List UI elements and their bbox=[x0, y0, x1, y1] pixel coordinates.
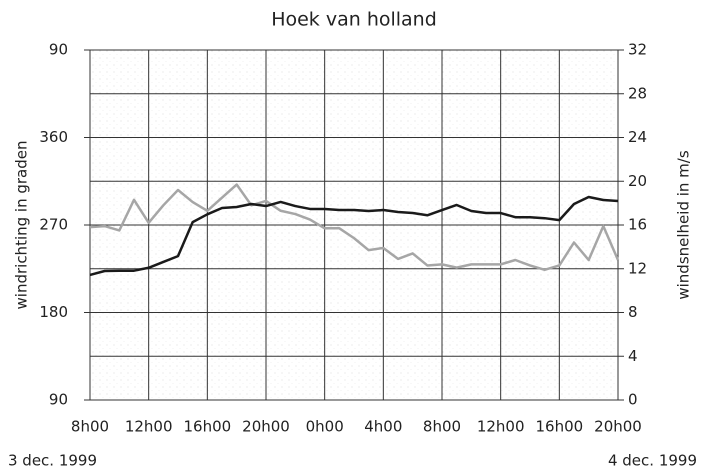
x-tick-label: 4h00 bbox=[364, 418, 402, 436]
x-tick-label: 16h00 bbox=[183, 418, 231, 436]
y2-tick-label: 4 bbox=[628, 347, 638, 365]
x-tick-label: 16h00 bbox=[535, 418, 583, 436]
x-tick-label: 12h00 bbox=[125, 418, 173, 436]
date-annotation: 3 dec. 1999 bbox=[8, 452, 97, 470]
y2-tick-label: 28 bbox=[628, 84, 647, 102]
y2-tick-label: 12 bbox=[628, 259, 647, 277]
y-tick-label: 360 bbox=[39, 128, 68, 146]
y2-tick-label: 32 bbox=[628, 41, 647, 59]
x-tick-label: 0h00 bbox=[306, 418, 344, 436]
y-tick-label: 90 bbox=[49, 391, 68, 409]
x-tick-label: 8h00 bbox=[423, 418, 461, 436]
y-tick-label: 180 bbox=[39, 303, 68, 321]
x-tick-label: 20h00 bbox=[594, 418, 642, 436]
data-line bbox=[89, 183, 620, 272]
y2-tick-label: 20 bbox=[628, 172, 647, 190]
y2-tick-label: 8 bbox=[628, 303, 638, 321]
chart-title: Hoek van holland bbox=[271, 9, 437, 31]
y2-tick-label: 16 bbox=[628, 216, 647, 234]
y2-tick-label: 0 bbox=[628, 391, 638, 409]
date-annotation: 4 dec. 1999 bbox=[608, 452, 697, 470]
y-axis-label: windrichting in graden bbox=[13, 141, 31, 310]
data-line bbox=[89, 195, 619, 277]
y-tick-label: 270 bbox=[39, 216, 68, 234]
y2-axis-label: windsnelheid in m/s bbox=[675, 150, 693, 299]
x-tick-label: 8h00 bbox=[71, 418, 109, 436]
y2-tick-label: 24 bbox=[628, 128, 647, 146]
x-tick-label: 20h00 bbox=[242, 418, 290, 436]
y-tick-label: 90 bbox=[49, 41, 68, 59]
x-tick-label: 12h00 bbox=[477, 418, 525, 436]
